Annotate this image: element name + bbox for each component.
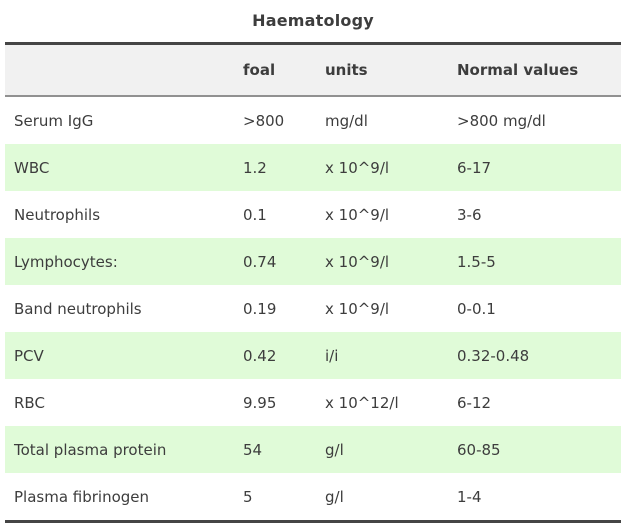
table-row: Plasma fibrinogen 5 g/l 1-4 (5, 473, 621, 522)
cell-foal-value: 5 (243, 487, 253, 506)
cell-normal-values: 60-85 (457, 440, 501, 459)
cell-units: g/l (325, 440, 344, 459)
cell-units: x 10^9/l (325, 252, 390, 271)
cell-units: i/i (325, 346, 339, 365)
table-row: Serum IgG >800 mg/dl >800 mg/dl (5, 96, 621, 144)
table-body: Serum IgG >800 mg/dl >800 mg/dl WBC 1.2 x 10^9… (5, 96, 621, 522)
cell-foal-value: 0.19 (243, 299, 277, 318)
cell-normal-values: 1.5-5 (457, 252, 496, 271)
table-row: Total plasma protein 54 g/l 60-85 (5, 426, 621, 473)
haematology-table: foal units Normal values Serum IgG >800 mg… (5, 42, 621, 523)
cell-parameter: PCV (14, 346, 44, 365)
cell-foal-value: 0.1 (243, 205, 267, 224)
cell-units: x 10^9/l (325, 158, 390, 177)
column-header-units: units (316, 43, 448, 97)
cell-normal-values: 6-12 (457, 393, 492, 412)
table-header-row: foal units Normal values (5, 43, 621, 97)
page-title: Haematology (252, 11, 374, 30)
table-row: PCV 0.42 i/i 0.32-0.48 (5, 332, 621, 379)
table-row: RBC 9.95 x 10^12/l 6-12 (5, 379, 621, 426)
cell-foal-value: 54 (243, 440, 263, 459)
cell-normal-values: >800 mg/dl (457, 111, 546, 130)
cell-normal-values: 0.32-0.48 (457, 346, 530, 365)
cell-foal-value: >800 (243, 111, 285, 130)
table-row: Lymphocytes: 0.74 x 10^9/l 1.5-5 (5, 238, 621, 285)
cell-parameter: RBC (14, 393, 45, 412)
cell-parameter: Band neutrophils (14, 299, 142, 318)
cell-units: mg/dl (325, 111, 368, 130)
cell-parameter: Lymphocytes: (14, 252, 118, 271)
column-header-foal: foal (234, 43, 316, 97)
cell-units: x 10^9/l (325, 205, 390, 224)
cell-parameter: Total plasma protein (14, 440, 167, 459)
table-row: Neutrophils 0.1 x 10^9/l 3-6 (5, 191, 621, 238)
cell-parameter: Neutrophils (14, 205, 101, 224)
cell-foal-value: 1.2 (243, 158, 267, 177)
cell-units: x 10^12/l (325, 393, 399, 412)
cell-foal-value: 9.95 (243, 393, 277, 412)
cell-parameter: Plasma fibrinogen (14, 487, 150, 506)
cell-units: x 10^9/l (325, 299, 390, 318)
table-row: WBC 1.2 x 10^9/l 6-17 (5, 144, 621, 191)
cell-foal-value: 0.74 (243, 252, 277, 271)
cell-normal-values: 0-0.1 (457, 299, 496, 318)
column-header-normal-values: Normal values (448, 43, 621, 97)
cell-foal-value: 0.42 (243, 346, 277, 365)
cell-units: g/l (325, 487, 344, 506)
column-header-parameter (5, 43, 234, 97)
cell-parameter: Serum IgG (14, 111, 94, 130)
cell-normal-values: 6-17 (457, 158, 492, 177)
table-header: foal units Normal values (5, 43, 621, 97)
cell-normal-values: 1-4 (457, 487, 482, 506)
cell-parameter: WBC (14, 158, 50, 177)
table-row: Band neutrophils 0.19 x 10^9/l 0-0.1 (5, 285, 621, 332)
cell-normal-values: 3-6 (457, 205, 482, 224)
